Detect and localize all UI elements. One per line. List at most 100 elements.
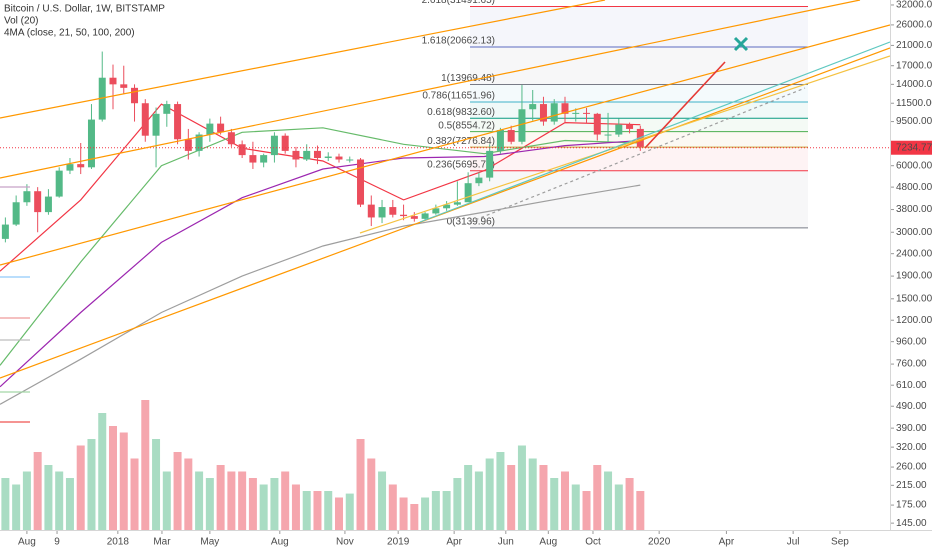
volume-bar bbox=[474, 471, 483, 530]
x-tick-label: Aug bbox=[271, 537, 289, 548]
volume-bar bbox=[238, 471, 247, 530]
candle-body bbox=[496, 130, 504, 151]
candle-body bbox=[475, 177, 483, 184]
volume-bar bbox=[302, 491, 311, 530]
candle-body bbox=[443, 204, 451, 209]
moving-average bbox=[0, 139, 641, 388]
volume-bar bbox=[560, 471, 569, 530]
y-tick-label: 3000.00 bbox=[896, 227, 932, 238]
plot-area: 2.618(31491.65) 1.618(20662.13) 1(13969.48… bbox=[0, 0, 890, 530]
volume-bar bbox=[625, 478, 634, 530]
x-tick-label: Apr bbox=[719, 537, 735, 548]
candle-body bbox=[292, 150, 300, 160]
volume-bar bbox=[517, 445, 526, 530]
candle-body bbox=[421, 213, 429, 219]
volume-bar bbox=[33, 452, 42, 530]
candle-body bbox=[44, 196, 52, 213]
x-tick-label: Jun bbox=[498, 537, 514, 548]
volume-bar bbox=[22, 471, 31, 530]
candle-body bbox=[346, 159, 354, 161]
volume-bar bbox=[248, 478, 257, 530]
volume-bar bbox=[98, 413, 107, 530]
y-tick-label: 260.00 bbox=[896, 462, 927, 473]
volume-bar bbox=[550, 478, 559, 530]
y-tick-label: 32000.00 bbox=[896, 0, 932, 11]
fib-label: 1(13969.48) bbox=[441, 73, 495, 84]
candle-body bbox=[120, 84, 128, 88]
volume-bar bbox=[65, 478, 74, 530]
fib-label: 0.618(9832.60) bbox=[427, 107, 495, 118]
volume-bar bbox=[388, 484, 397, 530]
volume-bar bbox=[281, 471, 290, 530]
volume-bar bbox=[259, 484, 268, 530]
candle-body bbox=[572, 112, 580, 114]
trend-line bbox=[0, 0, 861, 179]
volume-bar bbox=[334, 497, 343, 530]
chart-title: Bitcoin / U.S. Dollar, 1W, BITSTAMP bbox=[4, 4, 165, 15]
volume-bar bbox=[464, 465, 473, 530]
candle-body bbox=[238, 144, 246, 156]
volume-bar bbox=[130, 458, 139, 530]
candle-body bbox=[518, 109, 526, 142]
candle-body bbox=[141, 103, 149, 136]
volume-bar bbox=[485, 458, 494, 530]
candle-body bbox=[604, 134, 612, 136]
candle-body bbox=[109, 77, 117, 85]
y-tick-label: 21000.00 bbox=[896, 40, 932, 51]
volume-bar bbox=[539, 465, 548, 530]
volume-bar bbox=[604, 471, 613, 530]
candle-body bbox=[77, 164, 85, 168]
candle-body bbox=[583, 112, 591, 114]
volume-bar bbox=[345, 493, 354, 530]
volume-bar bbox=[87, 439, 96, 530]
volume-bar bbox=[152, 439, 161, 530]
volume-bar bbox=[410, 504, 419, 530]
volume-bar bbox=[195, 471, 204, 530]
candle-body bbox=[87, 119, 95, 168]
last-price-label: 7234.77 bbox=[896, 142, 932, 153]
candle-body bbox=[260, 155, 268, 163]
y-tick-label: 175.00 bbox=[896, 500, 927, 511]
candle-body bbox=[195, 134, 203, 151]
fib-label: 0.786(11651.96) bbox=[422, 91, 495, 102]
moving-average bbox=[0, 184, 641, 405]
candle-body bbox=[313, 150, 321, 159]
candle-body bbox=[529, 104, 537, 110]
volume-bar bbox=[291, 484, 300, 530]
candle-body bbox=[12, 202, 20, 225]
trend-line bbox=[359, 55, 891, 234]
indicator-label: Vol (20) bbox=[4, 16, 38, 27]
candle-body bbox=[615, 124, 623, 135]
fib-band bbox=[470, 147, 808, 171]
candle-body bbox=[227, 132, 235, 145]
fib-label: 0.236(5695.73) bbox=[427, 159, 495, 170]
volume-bar bbox=[141, 400, 150, 530]
x-tick-label: 9 bbox=[54, 537, 60, 548]
candle-body bbox=[400, 214, 408, 217]
y-tick-label: 9500.00 bbox=[896, 116, 932, 127]
fib-band bbox=[470, 46, 808, 85]
volume-bar bbox=[593, 465, 602, 530]
moving-average bbox=[0, 127, 641, 366]
moving-average bbox=[0, 103, 641, 272]
volume-bar bbox=[12, 484, 21, 530]
x-tick-label: Apr bbox=[446, 537, 462, 548]
candle-body bbox=[270, 135, 278, 156]
y-tick-label: 145.00 bbox=[896, 518, 927, 529]
candle-body bbox=[626, 124, 634, 129]
y-tick-label: 1200.00 bbox=[896, 315, 932, 326]
y-tick-label: 3800.00 bbox=[896, 204, 932, 215]
candle-body bbox=[378, 207, 386, 218]
y-tick-label: 960.00 bbox=[896, 336, 927, 347]
volume-bar bbox=[356, 439, 365, 530]
volume-bar bbox=[162, 471, 171, 530]
candle-body bbox=[174, 104, 182, 140]
candle-body bbox=[66, 164, 74, 171]
candle-body bbox=[217, 123, 225, 133]
candle-body bbox=[335, 156, 343, 160]
x-tick-label: Sep bbox=[831, 537, 849, 548]
candle-body bbox=[34, 191, 42, 213]
y-tick-label: 610.00 bbox=[896, 380, 927, 391]
